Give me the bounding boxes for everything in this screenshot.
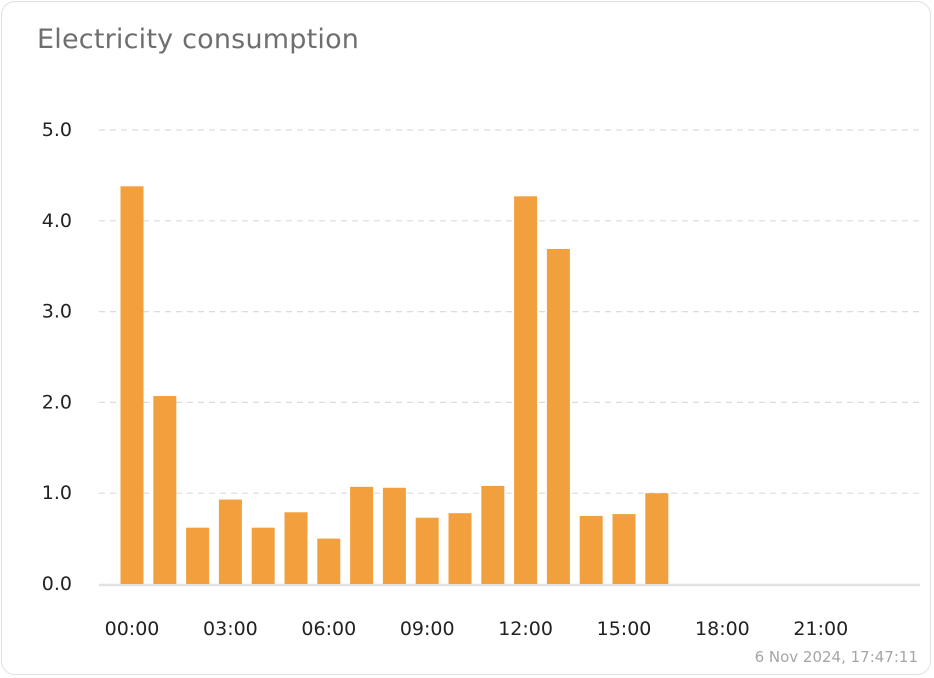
- x-tick-label: 18:00: [695, 618, 750, 640]
- bar-0100: [153, 396, 177, 584]
- y-tick-label: 1.0: [42, 482, 72, 504]
- bar-0400: [251, 527, 275, 584]
- bar-0500: [284, 512, 308, 584]
- bar-1300: [546, 248, 570, 584]
- y-tick-label: 0.0: [42, 573, 72, 595]
- y-tick-label: 4.0: [42, 210, 72, 232]
- x-tick-label: 09:00: [400, 618, 455, 640]
- x-tick-label: 00:00: [105, 618, 160, 640]
- y-tick-label: 3.0: [42, 301, 72, 323]
- bar-0900: [415, 517, 439, 584]
- x-tick-label: 06:00: [301, 618, 356, 640]
- bar-0600: [317, 538, 341, 584]
- card-title: Electricity consumption: [37, 24, 360, 55]
- bar-1500: [612, 514, 636, 584]
- bar-0300: [218, 499, 242, 584]
- x-tick-label: 03:00: [203, 618, 258, 640]
- bar-1200: [514, 196, 538, 584]
- bar-1100: [481, 485, 505, 584]
- bar-0000: [120, 186, 144, 584]
- y-tick-label: 2.0: [42, 391, 72, 413]
- bar-0700: [350, 486, 374, 584]
- bar-0800: [382, 487, 406, 584]
- x-tick-label: 15:00: [597, 618, 652, 640]
- bar-0200: [186, 527, 210, 584]
- bar-1000: [448, 513, 472, 584]
- bar-1600: [645, 493, 669, 584]
- y-tick-label: 5.0: [42, 119, 72, 141]
- last-updated-timestamp: 6 Nov 2024, 17:47:11: [754, 648, 918, 666]
- x-tick-label: 12:00: [498, 618, 553, 640]
- x-tick-label: 21:00: [793, 618, 848, 640]
- bar-1400: [579, 515, 603, 584]
